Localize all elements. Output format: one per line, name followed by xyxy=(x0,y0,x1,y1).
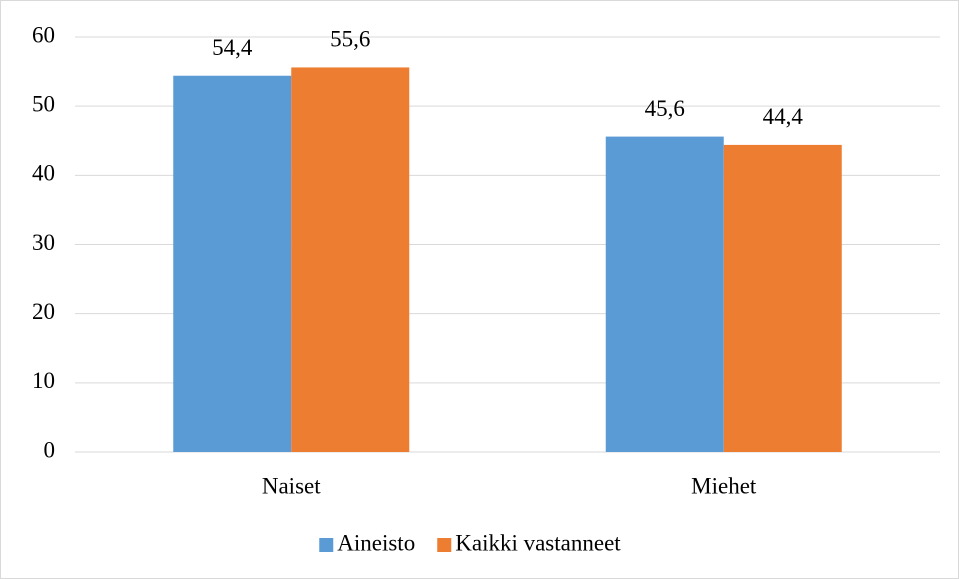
bar xyxy=(173,75,292,452)
y-tick-label: 0 xyxy=(44,437,56,462)
value-label: 45,6 xyxy=(645,96,685,121)
y-tick-label: 50 xyxy=(32,91,55,116)
y-tick-label: 60 xyxy=(32,22,55,47)
y-tick-label: 40 xyxy=(32,161,55,186)
legend-label: Aineisto xyxy=(337,530,415,555)
bar xyxy=(291,67,410,452)
y-tick-label: 20 xyxy=(32,299,55,324)
legend-swatch xyxy=(319,538,334,552)
y-tick-label: 10 xyxy=(32,368,55,393)
bar xyxy=(723,144,842,452)
value-label: 55,6 xyxy=(330,27,370,52)
legend-label: Kaikki vastanneet xyxy=(455,530,621,555)
x-tick-label: Miehet xyxy=(691,473,757,498)
legend-swatch xyxy=(437,538,452,552)
y-tick-label: 30 xyxy=(32,230,55,255)
x-tick-label: Naiset xyxy=(262,473,321,498)
value-label: 44,4 xyxy=(763,104,804,129)
bar xyxy=(605,136,724,452)
value-label: 54,4 xyxy=(212,35,253,60)
